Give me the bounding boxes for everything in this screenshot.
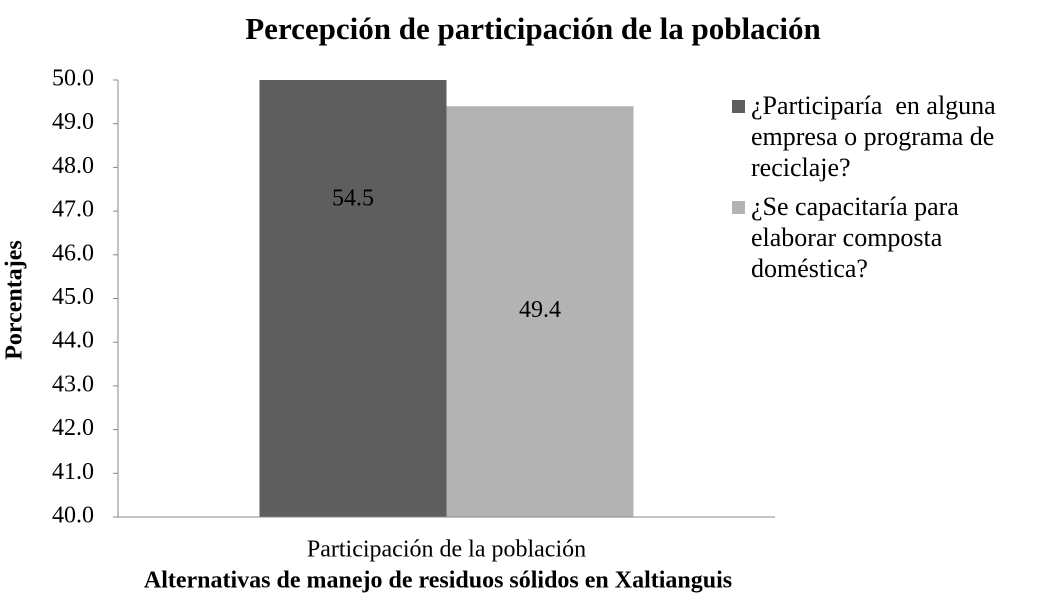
legend-label: ¿Participaría en alguna empresa o progra… [751,91,1003,182]
y-tick-label: 47.0 [52,197,94,223]
legend-label: ¿Se capacitaría para elaborar composta d… [751,192,966,283]
y-tick-label: 48.0 [52,153,94,179]
legend-swatch [732,100,745,113]
legend-item: ¿Se capacitaría para elaborar composta d… [732,191,1032,284]
y-tick-label: 45.0 [52,284,94,310]
y-axis-title: Porcentajes [2,240,28,360]
legend: ¿Participaría en alguna empresa o progra… [732,90,1032,292]
chart-title: Percepción de participación de la poblac… [245,11,821,46]
y-tick-label: 49.0 [52,109,94,135]
y-tick-label: 43.0 [52,371,94,397]
x-axis-title: Alternativas de manejo de residuos sólid… [144,568,732,594]
data-label: 49.4 [519,297,561,323]
y-tick-label: 41.0 [52,459,94,485]
data-label: 54.5 [332,186,374,212]
y-tick-label: 42.0 [52,415,94,441]
y-tick-label: 46.0 [52,240,94,266]
y-tick-label: 50.0 [52,66,94,92]
bar [259,80,447,517]
legend-swatch [732,201,745,214]
legend-item: ¿Participaría en alguna empresa o progra… [732,90,1032,183]
bar [446,106,634,517]
y-tick-label: 44.0 [52,328,94,354]
y-tick-label: 40.0 [52,503,94,529]
x-tick-label: Participación de la población [307,537,586,563]
plot-area [259,80,634,517]
